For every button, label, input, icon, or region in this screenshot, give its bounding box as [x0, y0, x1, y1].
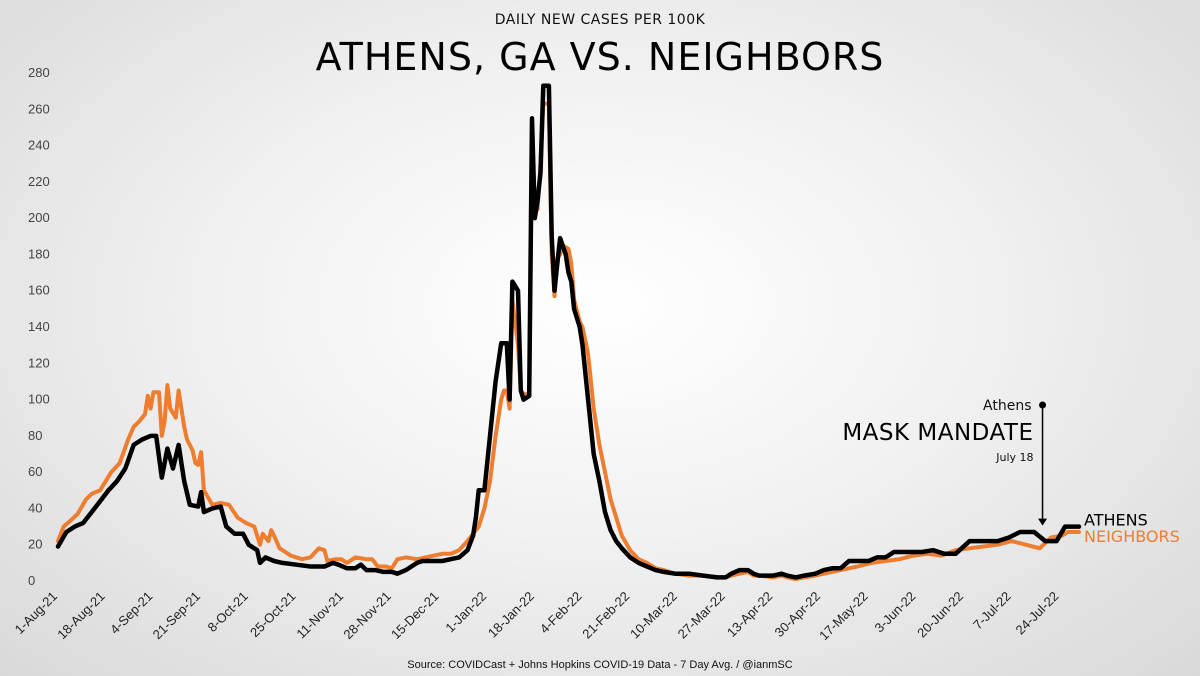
- y-tick-label: 220: [28, 174, 50, 189]
- x-tick-label: 17-May-22: [816, 589, 871, 644]
- y-tick-label: 60: [28, 464, 42, 479]
- x-tick-label: 24-Jul-22: [1013, 589, 1062, 638]
- y-tick-label: 260: [28, 101, 50, 116]
- annotation-label-date: July 18: [995, 451, 1033, 464]
- x-tick-label: 4-Feb-22: [537, 589, 585, 637]
- x-tick-label: 21-Feb-22: [579, 589, 632, 642]
- y-tick-label: 280: [28, 65, 50, 80]
- chart-subtitle: DAILY NEW CASES PER 100K: [495, 12, 706, 28]
- legend-label-athens: ATHENS: [1084, 511, 1148, 530]
- y-tick-label: 240: [28, 138, 50, 153]
- y-tick-label: 80: [28, 428, 42, 443]
- annotation-arrow-head: [1038, 518, 1048, 526]
- x-tick-label: 20-Jun-22: [914, 589, 966, 641]
- x-tick-label: 11-Nov-21: [293, 589, 346, 642]
- mask-mandate-annotation: Athens MASK MANDATE July 18: [842, 398, 1048, 526]
- x-tick-label: 7-Jul-22: [970, 589, 1014, 633]
- x-tick-label: 13-Apr-22: [724, 589, 775, 640]
- y-tick-label: 100: [28, 392, 50, 407]
- y-tick-label: 40: [28, 500, 42, 515]
- y-tick-label: 200: [28, 210, 50, 225]
- legend-label-neighbors: NEIGHBORS: [1084, 527, 1180, 546]
- series-group: [55, 83, 1082, 582]
- x-tick-label: 8-Oct-21: [204, 589, 250, 635]
- annotation-dot: [1039, 401, 1047, 409]
- series-line-athens: [55, 83, 1082, 580]
- x-tick-label: 27-Mar-22: [675, 589, 728, 642]
- x-tick-label: 21-Sep-21: [150, 589, 204, 643]
- x-tick-label: 18-Jan-22: [485, 589, 537, 641]
- x-tick-label: 3-Jun-22: [872, 589, 919, 636]
- x-tick-label: 15-Dec-21: [388, 589, 442, 643]
- x-tick-label: 1-Jan-22: [442, 589, 489, 636]
- y-tick-label: 0: [28, 573, 35, 588]
- y-tick-label: 140: [28, 319, 50, 334]
- y-tick-label: 180: [28, 246, 50, 261]
- source-note: Source: COVIDCast + Johns Hopkins COVID-…: [407, 659, 792, 671]
- x-tick-label: 28-Nov-21: [340, 589, 394, 643]
- y-axis: 0 20 40 60 80 100 120 140 160 180 200 220 240 260 280: [28, 65, 50, 588]
- x-tick-label: 10-Mar-22: [627, 589, 680, 642]
- annotation-label-mask-mandate: MASK MANDATE: [842, 420, 1033, 446]
- x-tick-label: 1-Aug-21: [12, 589, 60, 637]
- annotation-label-athens: Athens: [983, 398, 1031, 414]
- x-tick-label: 25-Oct-21: [247, 589, 298, 640]
- y-tick-label: 20: [28, 537, 42, 552]
- chart-title: ATHENS, GA VS. NEIGHBORS: [316, 35, 885, 79]
- x-tick-label: 18-Aug-21: [54, 589, 108, 643]
- x-tick-label: 4-Sep-21: [107, 589, 155, 637]
- y-tick-label: 160: [28, 283, 50, 298]
- y-tick-label: 120: [28, 355, 50, 370]
